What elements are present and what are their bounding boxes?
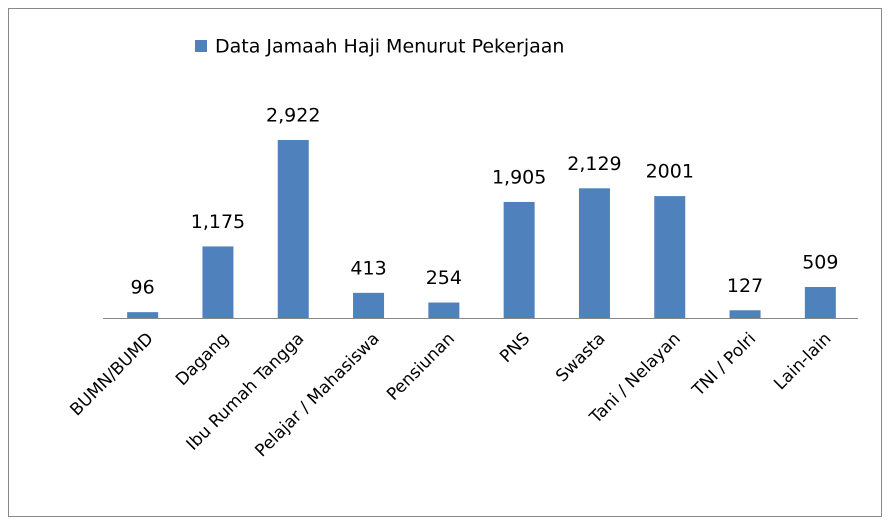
data-label: 254: [426, 267, 462, 289]
bar: [804, 286, 836, 318]
data-label: 1,905: [492, 166, 546, 188]
legend-label: Data Jamaah Haji Menurut Pekerjaan: [215, 36, 564, 58]
data-label: 127: [727, 275, 763, 297]
data-label: 2,129: [567, 153, 621, 175]
bar: [428, 302, 460, 318]
bar: [654, 196, 686, 318]
data-label: 509: [802, 251, 838, 273]
bar: [353, 292, 385, 318]
bar: [578, 188, 610, 318]
data-label: 96: [131, 277, 155, 299]
data-label: 1,175: [191, 211, 245, 233]
chart-frame: [8, 8, 882, 517]
bar: [729, 310, 761, 318]
bar: [277, 140, 309, 318]
bar: [127, 312, 159, 318]
bar: [202, 246, 234, 318]
legend-swatch: [195, 40, 207, 52]
data-label: 2,922: [266, 105, 320, 127]
data-label: 413: [350, 257, 386, 279]
bar: [503, 201, 535, 318]
data-label: 2001: [646, 161, 694, 183]
